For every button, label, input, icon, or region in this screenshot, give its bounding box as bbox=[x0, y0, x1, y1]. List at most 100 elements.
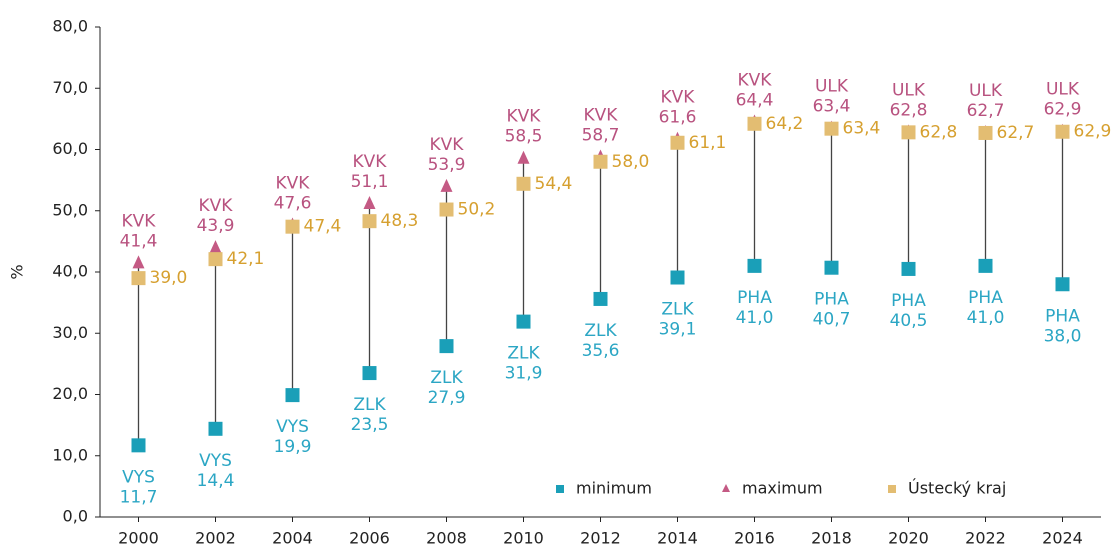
value-label: 50,2 bbox=[458, 200, 496, 220]
region-label: ULK bbox=[892, 80, 926, 100]
x-tick-label: 2024 bbox=[1042, 529, 1083, 548]
region-label: ULK bbox=[815, 77, 849, 97]
region-label: KVK bbox=[353, 152, 388, 172]
marker bbox=[901, 125, 916, 140]
value-label: 19,9 bbox=[274, 437, 312, 457]
marker bbox=[901, 261, 916, 276]
value-label: 58,7 bbox=[582, 125, 620, 145]
x-tick-label: 2010 bbox=[503, 529, 544, 548]
region-label: ZLK bbox=[353, 395, 386, 415]
marker bbox=[1055, 277, 1070, 292]
region-label: PHA bbox=[814, 290, 849, 310]
legend-marker bbox=[556, 485, 564, 493]
marker bbox=[131, 271, 146, 286]
marker bbox=[362, 214, 377, 229]
marker bbox=[439, 339, 454, 354]
region-label: ZLK bbox=[661, 300, 694, 320]
value-label: 64,2 bbox=[766, 114, 804, 134]
marker bbox=[285, 388, 300, 403]
x-tick-label: 2006 bbox=[349, 529, 390, 548]
value-label: 64,4 bbox=[736, 91, 774, 111]
y-tick-label: 60,0 bbox=[52, 139, 88, 158]
value-label: 40,7 bbox=[813, 310, 851, 330]
marker bbox=[363, 196, 376, 210]
marker bbox=[131, 438, 146, 453]
value-label: 35,6 bbox=[582, 341, 620, 361]
value-label: 27,9 bbox=[428, 388, 466, 408]
x-tick-label: 2000 bbox=[118, 529, 159, 548]
value-label: 14,4 bbox=[197, 471, 235, 491]
value-label: 43,9 bbox=[197, 216, 235, 236]
x-tick-label: 2008 bbox=[426, 529, 467, 548]
region-label: VYS bbox=[199, 451, 232, 471]
value-label: 47,6 bbox=[274, 193, 312, 213]
region-label: VYS bbox=[276, 417, 309, 437]
value-label: 41,0 bbox=[967, 308, 1005, 328]
value-label: 62,7 bbox=[967, 101, 1005, 121]
region-label: KVK bbox=[661, 88, 696, 108]
value-label: 47,4 bbox=[304, 217, 342, 237]
value-label: 48,3 bbox=[381, 211, 419, 231]
marker bbox=[516, 176, 531, 191]
y-axis-label: % bbox=[8, 264, 27, 279]
x-tick-label: 2020 bbox=[888, 529, 929, 548]
region-label: KVK bbox=[122, 211, 157, 231]
value-label: 58,5 bbox=[505, 127, 543, 147]
y-tick-label: 70,0 bbox=[52, 78, 88, 97]
region-label: ZLK bbox=[430, 368, 463, 388]
marker bbox=[824, 121, 839, 136]
region-label: KVK bbox=[430, 135, 465, 155]
value-label: 42,1 bbox=[227, 249, 265, 269]
region-label: ULK bbox=[969, 81, 1003, 101]
legend-label: maximum bbox=[742, 479, 823, 498]
legend-marker bbox=[888, 485, 896, 493]
value-label: 53,9 bbox=[428, 155, 466, 175]
region-label: KVK bbox=[507, 107, 542, 127]
value-label: 51,1 bbox=[351, 172, 389, 192]
marker bbox=[593, 154, 608, 169]
y-tick-label: 10,0 bbox=[52, 445, 88, 464]
region-label: ZLK bbox=[507, 344, 540, 364]
y-tick-label: 20,0 bbox=[52, 384, 88, 403]
region-label: PHA bbox=[1045, 306, 1080, 326]
region-label: KVK bbox=[276, 173, 311, 193]
region-label: PHA bbox=[891, 291, 926, 311]
region-label: PHA bbox=[737, 288, 772, 308]
marker bbox=[747, 116, 762, 131]
marker bbox=[516, 314, 531, 329]
marker bbox=[362, 366, 377, 381]
x-tick-label: 2014 bbox=[657, 529, 698, 548]
value-label: 23,5 bbox=[351, 415, 389, 435]
value-label: 31,9 bbox=[505, 364, 543, 384]
value-label: 58,0 bbox=[612, 152, 650, 172]
value-label: 63,4 bbox=[843, 119, 881, 139]
value-label: 62,9 bbox=[1074, 122, 1112, 142]
marker bbox=[208, 252, 223, 267]
y-tick-label: 40,0 bbox=[52, 262, 88, 281]
marker bbox=[132, 255, 145, 269]
value-label: 62,7 bbox=[997, 123, 1035, 143]
value-label: 41,0 bbox=[736, 308, 774, 328]
legend-label: minimum bbox=[576, 479, 652, 498]
marker bbox=[440, 178, 453, 192]
value-label: 62,8 bbox=[920, 122, 958, 142]
value-label: 39,0 bbox=[150, 268, 188, 288]
marker bbox=[1055, 124, 1070, 139]
region-label: KVK bbox=[738, 71, 773, 91]
value-label: 54,4 bbox=[535, 174, 573, 194]
region-label: ZLK bbox=[584, 321, 617, 341]
marker bbox=[670, 270, 685, 285]
marker bbox=[209, 240, 222, 254]
legend-label: Ústecký kraj bbox=[908, 479, 1006, 498]
x-tick-label: 2018 bbox=[811, 529, 852, 548]
region-label: PHA bbox=[968, 288, 1003, 308]
marker bbox=[593, 291, 608, 306]
x-tick-label: 2002 bbox=[195, 529, 236, 548]
value-label: 61,1 bbox=[689, 133, 727, 153]
x-tick-label: 2016 bbox=[734, 529, 775, 548]
value-label: 40,5 bbox=[890, 311, 928, 331]
value-label: 61,6 bbox=[659, 108, 697, 128]
x-tick-label: 2004 bbox=[272, 529, 313, 548]
marker bbox=[747, 258, 762, 273]
